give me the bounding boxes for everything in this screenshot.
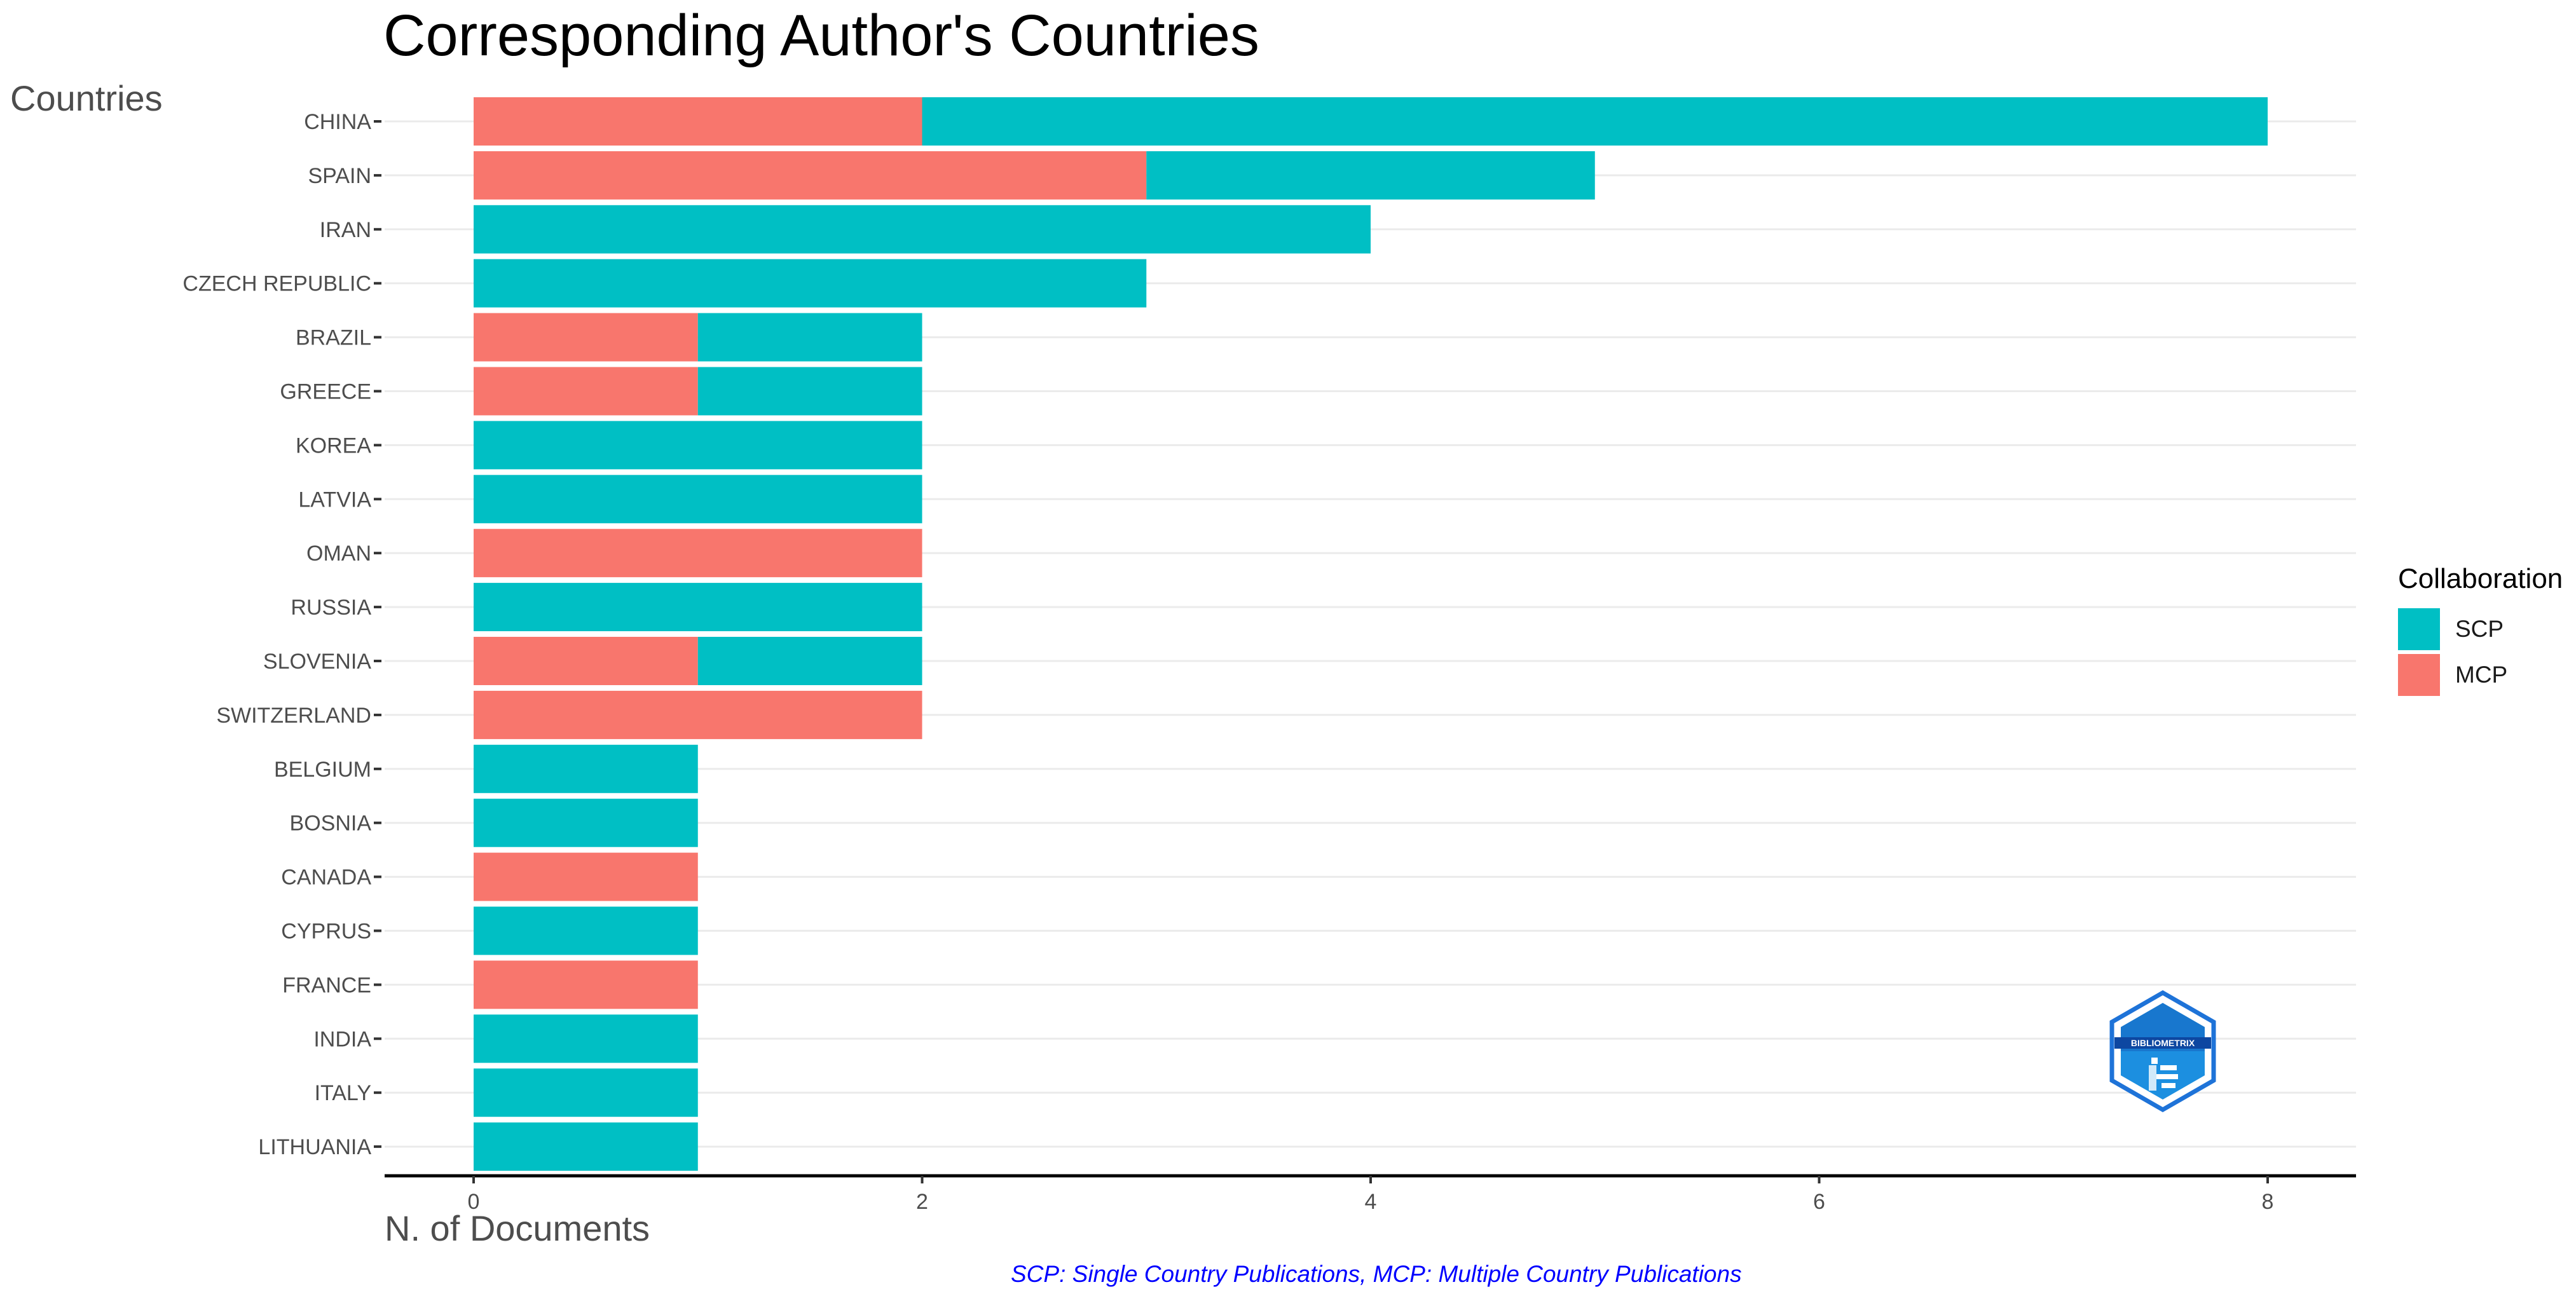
bar-scp-iran xyxy=(474,205,1371,254)
legend: Collaboration SCP MCP xyxy=(2398,563,2563,698)
bar-scp-cyprus xyxy=(474,906,698,955)
x-tick-label: 6 xyxy=(1813,1190,1825,1214)
chart-title: Corresponding Author's Countries xyxy=(383,3,1259,68)
bar-mcp-oman xyxy=(474,529,922,578)
y-tick-label: CZECH REPUBLIC xyxy=(182,272,371,296)
y-tick-label: ITALY xyxy=(315,1081,371,1105)
bar-scp-latvia xyxy=(474,475,922,524)
y-tick-label: LATVIA xyxy=(298,487,371,512)
y-tick-label: GREECE xyxy=(280,380,371,404)
bar-scp-bosnia xyxy=(474,798,698,847)
bar-mcp-france xyxy=(474,960,698,1009)
y-tick-label: BOSNIA xyxy=(290,812,372,836)
y-tick-label: IRAN xyxy=(320,218,371,242)
x-tick-label: 8 xyxy=(2262,1190,2274,1214)
bar-scp-spain xyxy=(1146,151,1595,200)
legend-swatch-mcp xyxy=(2398,654,2440,696)
y-tick-label: RUSSIA xyxy=(291,596,371,620)
bar-scp-czech-republic xyxy=(474,259,1147,308)
y-tick-label: SPAIN xyxy=(308,164,371,188)
x-tick-label: 4 xyxy=(1365,1190,1377,1214)
legend-title: Collaboration xyxy=(2398,563,2563,594)
y-tick-label: INDIA xyxy=(313,1027,371,1051)
bar-scp-india xyxy=(474,1014,698,1063)
bar-scp-italy xyxy=(474,1068,698,1117)
y-tick-label: OMAN xyxy=(306,542,371,566)
bar-scp-lithuania xyxy=(474,1122,698,1171)
y-tick-label: BRAZIL xyxy=(296,326,371,350)
bar-mcp-greece xyxy=(474,367,698,416)
bar-mcp-canada xyxy=(474,852,698,901)
bar-scp-brazil xyxy=(697,313,922,362)
x-axis-label: N. of Documents xyxy=(385,1208,650,1248)
y-tick-label: BELGIUM xyxy=(274,758,371,782)
bar-scp-china xyxy=(922,97,2268,146)
legend-item-scp: SCP xyxy=(2398,606,2563,652)
bar-scp-greece xyxy=(697,367,922,416)
y-tick-label: FRANCE xyxy=(282,973,371,997)
bar-mcp-brazil xyxy=(474,313,698,362)
bar-scp-slovenia xyxy=(697,637,922,685)
chart-caption: SCP: Single Country Publications, MCP: M… xyxy=(1011,1261,1742,1287)
bar-scp-russia xyxy=(474,583,922,632)
bar-mcp-slovenia xyxy=(474,637,698,685)
y-tick-label: CYPRUS xyxy=(281,920,371,944)
bibliometrix-logo: BIBLIOMETRIX xyxy=(2109,990,2216,1113)
legend-swatch-scp xyxy=(2398,608,2440,650)
bar-mcp-switzerland xyxy=(474,690,922,739)
legend-label-scp: SCP xyxy=(2455,616,2504,642)
x-tick-label: 0 xyxy=(468,1190,480,1214)
bar-scp-belgium xyxy=(474,744,698,793)
y-tick-label: SLOVENIA xyxy=(263,650,371,674)
x-tick-label: 2 xyxy=(916,1190,928,1214)
y-tick-label: SWITZERLAND xyxy=(216,704,371,728)
legend-label-mcp: MCP xyxy=(2455,662,2508,688)
y-axis-label: Countries xyxy=(10,78,163,118)
svg-text:BIBLIOMETRIX: BIBLIOMETRIX xyxy=(2131,1038,2195,1048)
bar-mcp-china xyxy=(474,97,922,146)
legend-item-mcp: MCP xyxy=(2398,652,2563,698)
bar-scp-korea xyxy=(474,421,922,470)
bar-mcp-spain xyxy=(474,151,1147,200)
y-tick-label: LITHUANIA xyxy=(258,1135,371,1159)
y-tick-label: CHINA xyxy=(304,110,371,134)
bars xyxy=(474,97,2268,1171)
y-tick-label: KOREA xyxy=(296,433,371,458)
axes: CHINA SPAIN IRAN CZECH REPUBLIC BRAZIL GREECE… xyxy=(182,110,2356,1214)
y-tick-label: CANADA xyxy=(281,866,371,890)
